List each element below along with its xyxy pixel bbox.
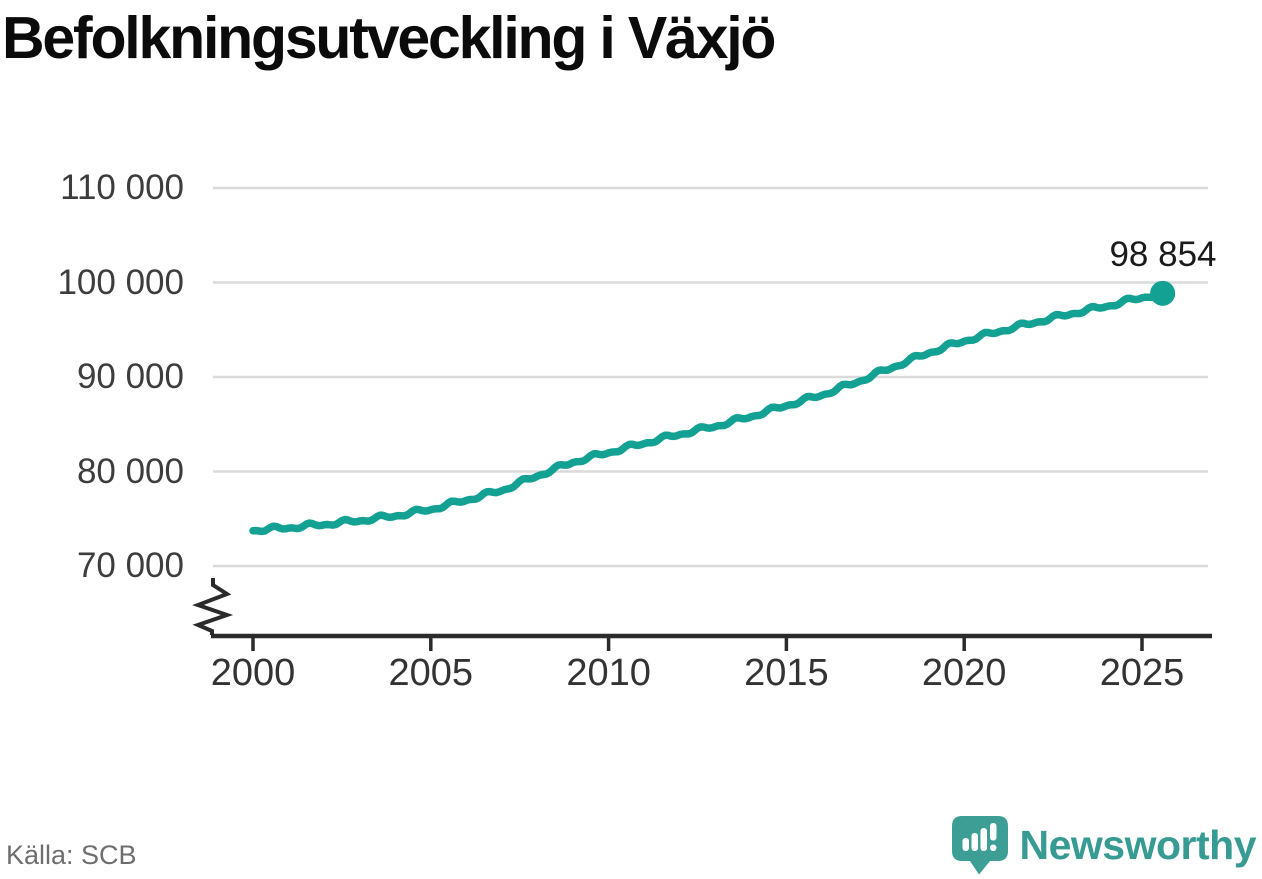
- y-axis-label: 80 000: [76, 451, 184, 491]
- y-axis-label: 100 000: [57, 262, 184, 302]
- source-label: Källa: SCB: [6, 840, 137, 870]
- x-axis-label: 2025: [1099, 652, 1185, 694]
- x-axis-label: 2015: [744, 652, 829, 694]
- newsworthy-wordmark: Newsworthy: [1019, 821, 1257, 868]
- y-axis-label: 70 000: [76, 546, 184, 585]
- chart-title: Befolkningsutveckling i Växjö: [2, 5, 776, 71]
- y-axis-label: 110 000: [60, 168, 184, 207]
- y-axis-label: 90 000: [76, 357, 184, 396]
- axis-break-icon: [192, 578, 234, 635]
- population-line: [249, 288, 1167, 536]
- line-chart-svg: [192, 186, 1212, 651]
- x-axis-label: 2010: [566, 652, 651, 694]
- latest-value-label: 98 854: [1109, 235, 1217, 274]
- x-axis-label: 2005: [388, 652, 474, 694]
- latest-point-marker: [1150, 280, 1176, 306]
- x-axis-label: 2020: [921, 652, 1007, 694]
- newsworthy-logo-icon: [951, 816, 1008, 875]
- newsworthy-branding: Newsworthy: [950, 812, 1257, 878]
- x-axis-label: 2000: [210, 652, 296, 694]
